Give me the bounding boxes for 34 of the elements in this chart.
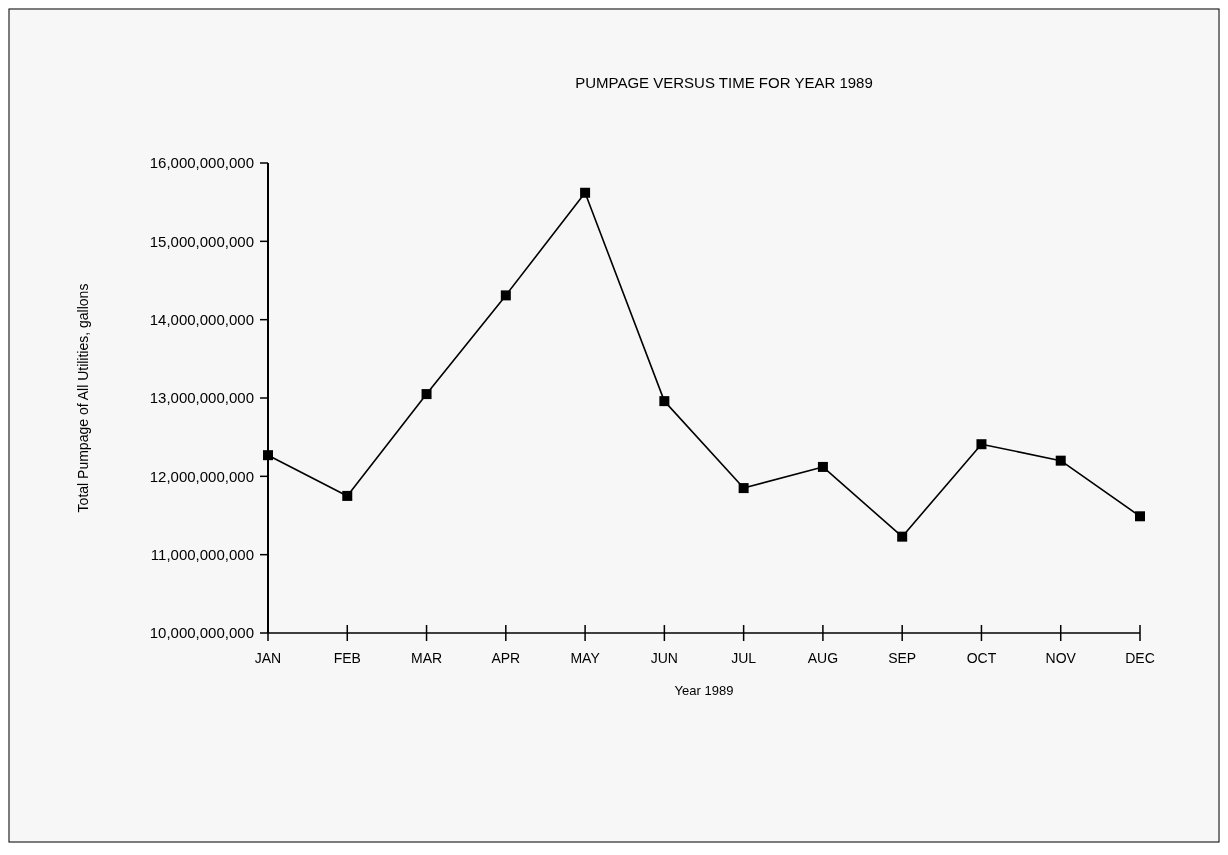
point [500, 290, 511, 301]
x-tick-label: FEB [333, 650, 361, 666]
point [817, 461, 828, 472]
y-tick-label: 10,000,000,000 [149, 624, 254, 642]
point [263, 450, 273, 461]
y-tick-label: 11,000,000,000 [150, 545, 254, 563]
y-tick-label: 13,000,000,000 [149, 389, 254, 407]
chart-title: PUMPAGE VERSUS TIME FOR YEAR 1989 [575, 74, 873, 91]
x-tick-label: AUG [807, 650, 839, 666]
x-tick-label: OCT [966, 650, 997, 666]
point [1055, 455, 1066, 466]
point [421, 389, 432, 400]
point [738, 483, 749, 494]
y-axis-title: Total Pumpage of All Utilities, gallons [75, 283, 91, 513]
y-tick-label: 16,000,000,000 [149, 154, 254, 172]
x-tick-label: APR [491, 650, 521, 666]
x-tick-label: JUN [650, 650, 678, 666]
x-tick-label: MAY [570, 650, 601, 666]
point [976, 439, 987, 450]
point [659, 396, 670, 407]
x-axis-title: Year 1989 [674, 683, 734, 698]
point [897, 531, 908, 542]
x-tick-label: NOV [1045, 650, 1077, 666]
y-tick-label: 14,000,000,000 [149, 310, 254, 328]
x-tick-label: JUL [731, 650, 757, 666]
x-tick-label: JAN [254, 650, 282, 666]
y-tick-label: 15,000,000,000 [149, 232, 254, 250]
point [342, 490, 353, 501]
x-tick-label: MAR [410, 650, 443, 666]
y-tick-label: 12,000,000,000 [149, 467, 254, 485]
x-tick-label: DEC [1125, 650, 1155, 666]
point [580, 187, 591, 198]
point [1135, 511, 1145, 522]
x-tick-label: SEP [888, 650, 917, 666]
